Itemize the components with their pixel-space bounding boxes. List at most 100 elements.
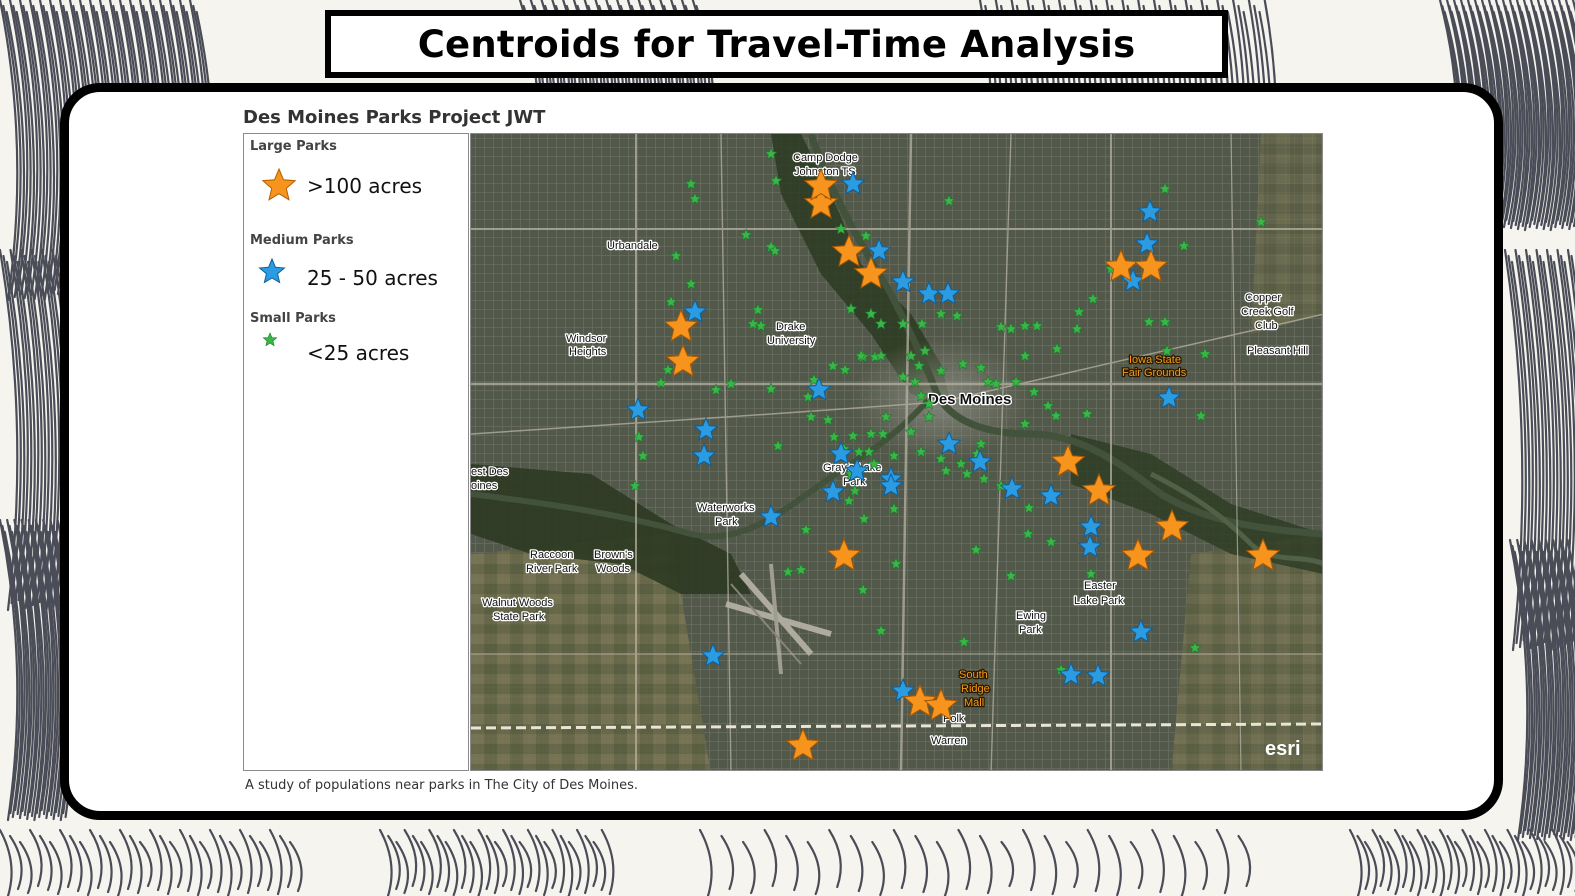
small-park-star[interactable] bbox=[834, 222, 848, 235]
medium-park-star[interactable] bbox=[866, 237, 892, 262]
small-park-star[interactable] bbox=[664, 295, 678, 308]
small-park-star[interactable] bbox=[661, 363, 675, 376]
small-park-star[interactable] bbox=[981, 375, 995, 388]
medium-park-star[interactable] bbox=[1156, 384, 1182, 409]
small-park-star[interactable] bbox=[688, 192, 702, 205]
small-park-star[interactable] bbox=[636, 449, 650, 462]
small-park-star[interactable] bbox=[1018, 417, 1032, 430]
medium-park-star[interactable] bbox=[967, 448, 993, 473]
large-park-star[interactable] bbox=[1081, 472, 1117, 506]
small-park-star[interactable] bbox=[654, 376, 668, 389]
medium-park-star[interactable] bbox=[820, 478, 846, 503]
small-park-star[interactable] bbox=[746, 317, 760, 330]
large-park-star[interactable] bbox=[663, 308, 699, 342]
small-park-star[interactable] bbox=[1030, 319, 1044, 332]
small-park-star[interactable] bbox=[1198, 347, 1212, 360]
map-canvas[interactable]: Camp Dodge Johnston TS Urbandale Windsor… bbox=[471, 134, 1323, 771]
small-park-star[interactable] bbox=[684, 177, 698, 190]
small-park-star[interactable] bbox=[821, 413, 835, 426]
medium-park-star[interactable] bbox=[936, 430, 962, 455]
large-park-star[interactable] bbox=[785, 727, 821, 761]
small-park-star[interactable] bbox=[867, 457, 881, 470]
small-park-star[interactable] bbox=[859, 229, 873, 242]
small-park-star[interactable] bbox=[771, 439, 785, 452]
small-park-star[interactable] bbox=[1080, 407, 1094, 420]
small-park-star[interactable] bbox=[1018, 319, 1032, 332]
small-park-star[interactable] bbox=[914, 445, 928, 458]
small-park-star[interactable] bbox=[852, 445, 866, 458]
small-park-star[interactable] bbox=[1004, 322, 1018, 335]
small-park-star[interactable] bbox=[1009, 375, 1023, 388]
small-park-star[interactable] bbox=[799, 523, 813, 536]
medium-park-star[interactable] bbox=[1085, 662, 1111, 687]
small-park-star[interactable] bbox=[942, 194, 956, 207]
small-park-star[interactable] bbox=[1084, 567, 1098, 580]
small-park-star[interactable] bbox=[864, 307, 878, 320]
small-park-star[interactable] bbox=[904, 349, 918, 362]
small-park-star[interactable] bbox=[876, 427, 890, 440]
small-park-star[interactable] bbox=[1158, 182, 1172, 195]
satellite-map[interactable]: Camp Dodge Johnston TS Urbandale Windsor… bbox=[470, 133, 1323, 771]
small-park-star[interactable] bbox=[912, 359, 926, 372]
small-park-star[interactable] bbox=[954, 457, 968, 470]
medium-park-star[interactable] bbox=[1078, 513, 1104, 538]
small-park-star[interactable] bbox=[628, 479, 642, 492]
large-park-star[interactable] bbox=[1120, 537, 1156, 571]
medium-park-star[interactable] bbox=[828, 440, 854, 465]
small-park-star[interactable] bbox=[838, 363, 852, 376]
small-park-star[interactable] bbox=[826, 359, 840, 372]
small-park-star[interactable] bbox=[768, 244, 782, 257]
small-park-star[interactable] bbox=[684, 277, 698, 290]
medium-park-star[interactable] bbox=[1137, 198, 1163, 223]
small-park-star[interactable] bbox=[939, 464, 953, 477]
medium-park-star[interactable] bbox=[999, 475, 1025, 500]
medium-park-star[interactable] bbox=[1077, 533, 1103, 558]
large-park-star[interactable] bbox=[1103, 248, 1139, 282]
small-park-star[interactable] bbox=[977, 472, 991, 485]
medium-park-star[interactable] bbox=[890, 268, 916, 293]
small-park-star[interactable] bbox=[960, 467, 974, 480]
small-park-star[interactable] bbox=[1158, 315, 1172, 328]
large-park-star[interactable] bbox=[826, 537, 862, 571]
small-park-star[interactable] bbox=[914, 389, 928, 402]
small-park-star[interactable] bbox=[1050, 342, 1064, 355]
small-park-star[interactable] bbox=[751, 303, 765, 316]
medium-park-star[interactable] bbox=[625, 396, 651, 421]
small-park-star[interactable] bbox=[1022, 501, 1036, 514]
small-park-star[interactable] bbox=[794, 563, 808, 576]
small-park-star[interactable] bbox=[874, 349, 888, 362]
small-park-star[interactable] bbox=[904, 425, 918, 438]
small-park-star[interactable] bbox=[764, 382, 778, 395]
medium-park-star[interactable] bbox=[1038, 482, 1064, 507]
small-park-star[interactable] bbox=[1086, 292, 1100, 305]
small-park-star[interactable] bbox=[874, 624, 888, 637]
small-park-star[interactable] bbox=[781, 565, 795, 578]
small-park-star[interactable] bbox=[1142, 315, 1156, 328]
small-park-star[interactable] bbox=[1027, 385, 1041, 398]
small-park-star[interactable] bbox=[918, 344, 932, 357]
small-park-star[interactable] bbox=[956, 357, 970, 370]
small-park-star[interactable] bbox=[1070, 322, 1084, 335]
small-park-star[interactable] bbox=[801, 390, 815, 403]
large-park-star[interactable] bbox=[1133, 248, 1169, 282]
medium-park-star[interactable] bbox=[700, 642, 726, 667]
small-park-star[interactable] bbox=[1160, 344, 1174, 357]
medium-park-star[interactable] bbox=[935, 280, 961, 305]
large-park-star[interactable] bbox=[902, 683, 938, 717]
medium-park-star[interactable] bbox=[1058, 661, 1084, 686]
small-park-star[interactable] bbox=[874, 317, 888, 330]
medium-park-star[interactable] bbox=[693, 416, 719, 441]
large-park-star[interactable] bbox=[831, 233, 867, 267]
small-park-star[interactable] bbox=[739, 228, 753, 241]
small-park-star[interactable] bbox=[827, 430, 841, 443]
medium-park-star[interactable] bbox=[682, 298, 708, 323]
small-park-star[interactable] bbox=[864, 427, 878, 440]
small-park-star[interactable] bbox=[1188, 641, 1202, 654]
small-park-star[interactable] bbox=[842, 494, 856, 507]
small-park-star[interactable] bbox=[922, 397, 936, 410]
small-park-star[interactable] bbox=[887, 449, 901, 462]
medium-park-star[interactable] bbox=[840, 170, 866, 195]
small-park-star[interactable] bbox=[1021, 527, 1035, 540]
small-park-star[interactable] bbox=[974, 361, 988, 374]
small-park-star[interactable] bbox=[934, 364, 948, 377]
